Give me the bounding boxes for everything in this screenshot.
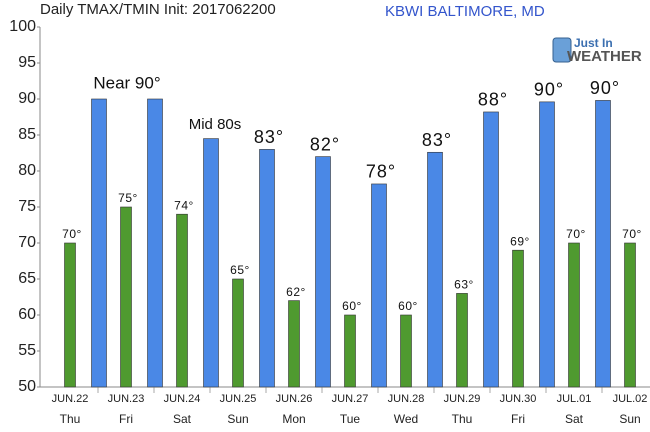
x-tick-label: JUN.25 — [220, 393, 257, 405]
x-tick-label: JUL.01 — [557, 393, 592, 405]
logo-icon — [552, 37, 572, 63]
weekday-label: Sat — [565, 412, 584, 426]
x-tick-label: JUN.27 — [332, 393, 369, 405]
weekday-label: Fri — [511, 412, 525, 426]
y-tick-label: 55 — [18, 342, 36, 359]
weekday-label: Mon — [282, 412, 305, 426]
bar — [512, 249, 524, 388]
chart-title: Daily TMAX/TMIN Init: 2017062200 — [40, 1, 276, 18]
weekday-label: Sun — [619, 412, 640, 426]
y-tick-label: 65 — [18, 270, 36, 287]
bar — [624, 242, 636, 388]
weekday-label: Tue — [340, 412, 361, 426]
bar — [176, 213, 188, 388]
bar — [400, 314, 412, 388]
value-label: 62° — [286, 285, 306, 299]
value-label: 88° — [478, 90, 508, 110]
bar — [427, 151, 443, 388]
x-tick-label: JUN.24 — [164, 393, 201, 405]
bar — [344, 314, 356, 388]
bar — [64, 242, 76, 388]
bar — [203, 138, 219, 388]
weekday-label: Thu — [452, 412, 473, 426]
annotation: Near 90° — [93, 73, 160, 92]
bar — [91, 98, 107, 388]
value-label: 70° — [566, 227, 586, 241]
bar — [120, 206, 132, 388]
value-label: 70° — [62, 227, 82, 241]
bar — [147, 98, 163, 388]
y-tick-label: 80 — [18, 162, 36, 179]
bar — [595, 100, 611, 388]
value-label: 70° — [622, 227, 642, 241]
annotation: Mid 80s — [189, 116, 242, 133]
value-label: 65° — [230, 263, 250, 277]
bar — [315, 156, 331, 388]
y-tick-label: 90 — [18, 90, 36, 107]
logo-line2: WEATHER — [567, 48, 642, 65]
value-label: 69° — [510, 234, 530, 248]
weekday-label: Thu — [60, 412, 81, 426]
x-tick-label: JUN.26 — [276, 393, 313, 405]
value-label: 63° — [454, 278, 474, 292]
weekday-label: Fri — [119, 412, 133, 426]
x-tick-label: JUL.02 — [613, 393, 648, 405]
weekday-label: Wed — [394, 412, 418, 426]
value-label: 60° — [342, 299, 362, 313]
weekday-label: Sun — [227, 412, 248, 426]
value-label: 90° — [590, 78, 620, 98]
x-tick-label: JUN.23 — [108, 393, 145, 405]
x-tick-label: JUN.28 — [388, 393, 425, 405]
value-label: 82° — [310, 134, 340, 154]
bar — [539, 101, 555, 388]
bar — [259, 149, 275, 388]
value-label: 90° — [534, 80, 564, 100]
value-label: 83° — [254, 127, 284, 147]
bar — [456, 293, 468, 388]
bar — [232, 278, 244, 388]
x-tick-label: JUN.22 — [52, 393, 89, 405]
y-tick-label: 70 — [18, 234, 36, 251]
weekday-label: Sat — [173, 412, 192, 426]
logo-line1: Just In — [574, 36, 613, 50]
value-label: 74° — [174, 198, 194, 212]
bar — [568, 242, 580, 388]
bar — [371, 183, 387, 388]
chart-subtitle: KBWI BALTIMORE, MD — [385, 3, 545, 20]
logo: Just In WEATHER — [552, 36, 642, 65]
x-tick-label: JUN.30 — [500, 393, 537, 405]
x-tick-label: JUN.29 — [444, 393, 481, 405]
y-tick-label: 50 — [18, 378, 36, 395]
bar — [288, 300, 300, 388]
value-label: 75° — [118, 191, 138, 205]
value-label: 83° — [422, 130, 452, 150]
y-tick-label: 85 — [18, 126, 36, 143]
value-label: 60° — [398, 299, 418, 313]
value-label: 78° — [366, 162, 396, 182]
y-tick-label: 95 — [18, 54, 36, 71]
y-tick-label: 100 — [9, 18, 36, 35]
y-tick-label: 75 — [18, 198, 36, 215]
y-tick-label: 60 — [18, 306, 36, 323]
bar — [483, 111, 499, 388]
